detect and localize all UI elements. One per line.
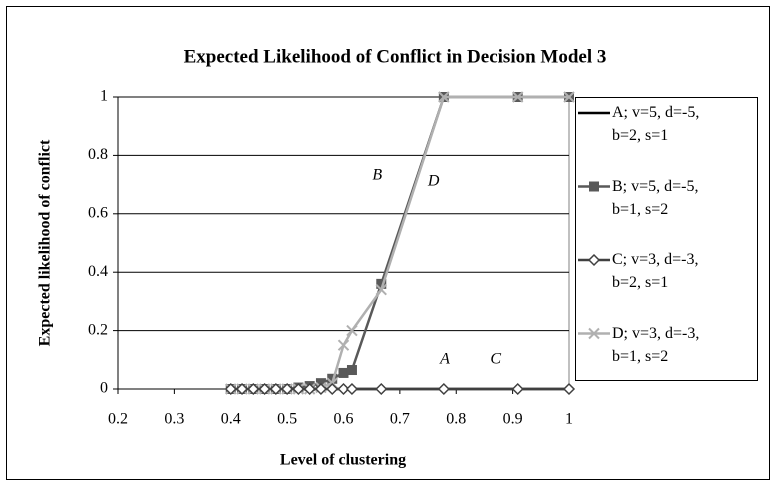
x-tick-label: 0.6 (334, 411, 354, 428)
marker (587, 253, 601, 267)
marker (314, 382, 328, 396)
marker (438, 91, 450, 103)
marker (281, 382, 294, 396)
marker (235, 382, 249, 396)
marker (511, 382, 524, 396)
y-tick-label: 1 (100, 88, 108, 105)
x-tick-label: 1 (565, 411, 573, 428)
legend-label-box: D; v=3, d=-3, b=1, s=2 (612, 324, 700, 365)
marker (346, 365, 357, 376)
x-tick-label: 0.7 (390, 411, 410, 428)
marker (511, 91, 524, 103)
marker (346, 324, 358, 337)
x-tick-label: 0.8 (446, 411, 466, 428)
marker (337, 339, 350, 351)
marker (326, 382, 339, 396)
y-tick-label: 0.2 (88, 321, 108, 338)
y-tick-label: 0.6 (88, 204, 108, 221)
marker (437, 382, 450, 396)
x-axis-label: Level of clustering (280, 452, 406, 469)
annotation: A (439, 350, 450, 367)
marker (345, 382, 359, 396)
legend-label: B; v=5, d=-5, b=1, s=2 (612, 177, 699, 218)
y-tick-label: 0 (100, 380, 108, 397)
y-axis-label: Expected likelihood of conflict (37, 139, 54, 346)
y-tick-label: 0.4 (88, 263, 108, 280)
marker (562, 382, 576, 396)
marker (563, 91, 575, 103)
marker (303, 382, 316, 396)
marker (375, 382, 388, 396)
x-tick-label: 0.3 (164, 411, 184, 428)
legend-label: A; v=5, d=-5, b=2, s=1 (612, 104, 700, 144)
marker (292, 382, 305, 396)
marker (375, 284, 387, 296)
marker (589, 181, 599, 192)
marker (588, 327, 600, 340)
x-tick-label: 0.5 (277, 411, 297, 428)
x-tick-label: 0.4 (221, 411, 241, 428)
marker (247, 382, 260, 396)
marker (376, 278, 387, 289)
annotation: B (372, 167, 382, 184)
marker (258, 382, 271, 396)
legend-label-box: C; v=3, d=-3, b=2, s=1 (612, 251, 699, 291)
marker (269, 382, 282, 396)
y-tick-label: 0.8 (88, 146, 108, 163)
legend-label-box: B; v=5, d=-5, b=1, s=2 (612, 177, 699, 218)
x-tick-label: 0.9 (503, 411, 523, 428)
annotation: C (490, 350, 501, 367)
legend-label: D; v=3, d=-3, b=1, s=2 (612, 324, 700, 365)
marker (224, 382, 237, 396)
chart-title: Expected Likelihood of Conflict in Decis… (184, 46, 607, 67)
x-tick-label: 0.2 (108, 411, 128, 428)
marker (337, 382, 350, 396)
annotation: D (427, 172, 440, 189)
legend-label: C; v=3, d=-3, b=2, s=1 (612, 251, 699, 291)
legend-label-box: A; v=5, d=-5, b=2, s=1 (612, 104, 700, 144)
marker (338, 367, 349, 378)
